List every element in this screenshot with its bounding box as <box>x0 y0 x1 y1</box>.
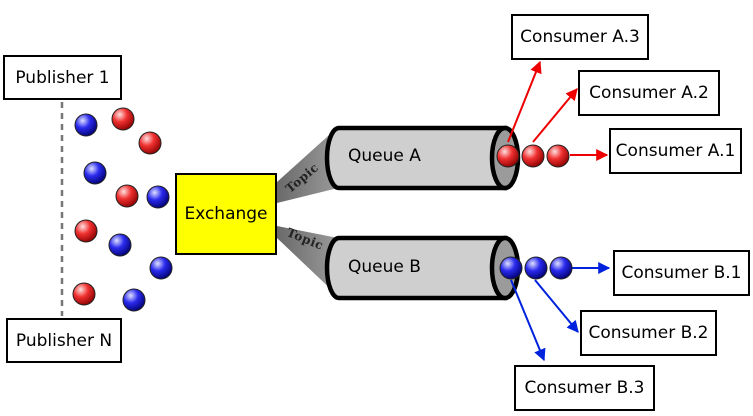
consumer-a2-box[interactable]: Consumer A.2 <box>578 70 720 116</box>
queue-a-message <box>521 144 545 168</box>
consumer-b2-box[interactable]: Consumer B.2 <box>580 310 717 356</box>
message-red <box>72 282 96 306</box>
arrow-to-consumer-a2 <box>532 88 578 143</box>
topic-binding-a <box>277 127 338 203</box>
consumer-b1-box[interactable]: Consumer B.1 <box>613 250 750 296</box>
message-blue <box>122 288 146 312</box>
queue-b-message <box>524 256 548 280</box>
message-red <box>138 131 162 155</box>
consumer-b3-box[interactable]: Consumer B.3 <box>514 365 655 411</box>
arrow-to-consumer-b2 <box>534 279 579 333</box>
queue-b-message <box>549 256 573 280</box>
publisher-1-box[interactable]: Publisher 1 <box>3 55 122 100</box>
queue-a-label: Queue A <box>348 146 421 166</box>
topic-binding-b <box>277 226 338 296</box>
queue-a-message <box>546 144 570 168</box>
arrow-to-consumer-a3 <box>507 60 542 143</box>
queue-b-label: Queue B <box>348 257 421 277</box>
message-red <box>111 107 135 131</box>
message-blue <box>108 233 132 257</box>
message-blue <box>146 185 170 209</box>
message-blue <box>74 113 98 137</box>
message-blue <box>149 256 173 280</box>
exchange-box[interactable]: Exchange <box>175 173 277 255</box>
arrow-to-consumer-b3 <box>510 279 546 362</box>
queue-b-message <box>499 256 523 280</box>
consumer-a1-box[interactable]: Consumer A.1 <box>609 128 742 174</box>
queue-a-message <box>496 144 520 168</box>
message-red <box>74 219 98 243</box>
message-blue <box>83 161 107 185</box>
publisher-n-box[interactable]: Publisher N <box>6 318 122 363</box>
consumer-a3-box[interactable]: Consumer A.3 <box>511 14 649 60</box>
message-red <box>115 184 139 208</box>
